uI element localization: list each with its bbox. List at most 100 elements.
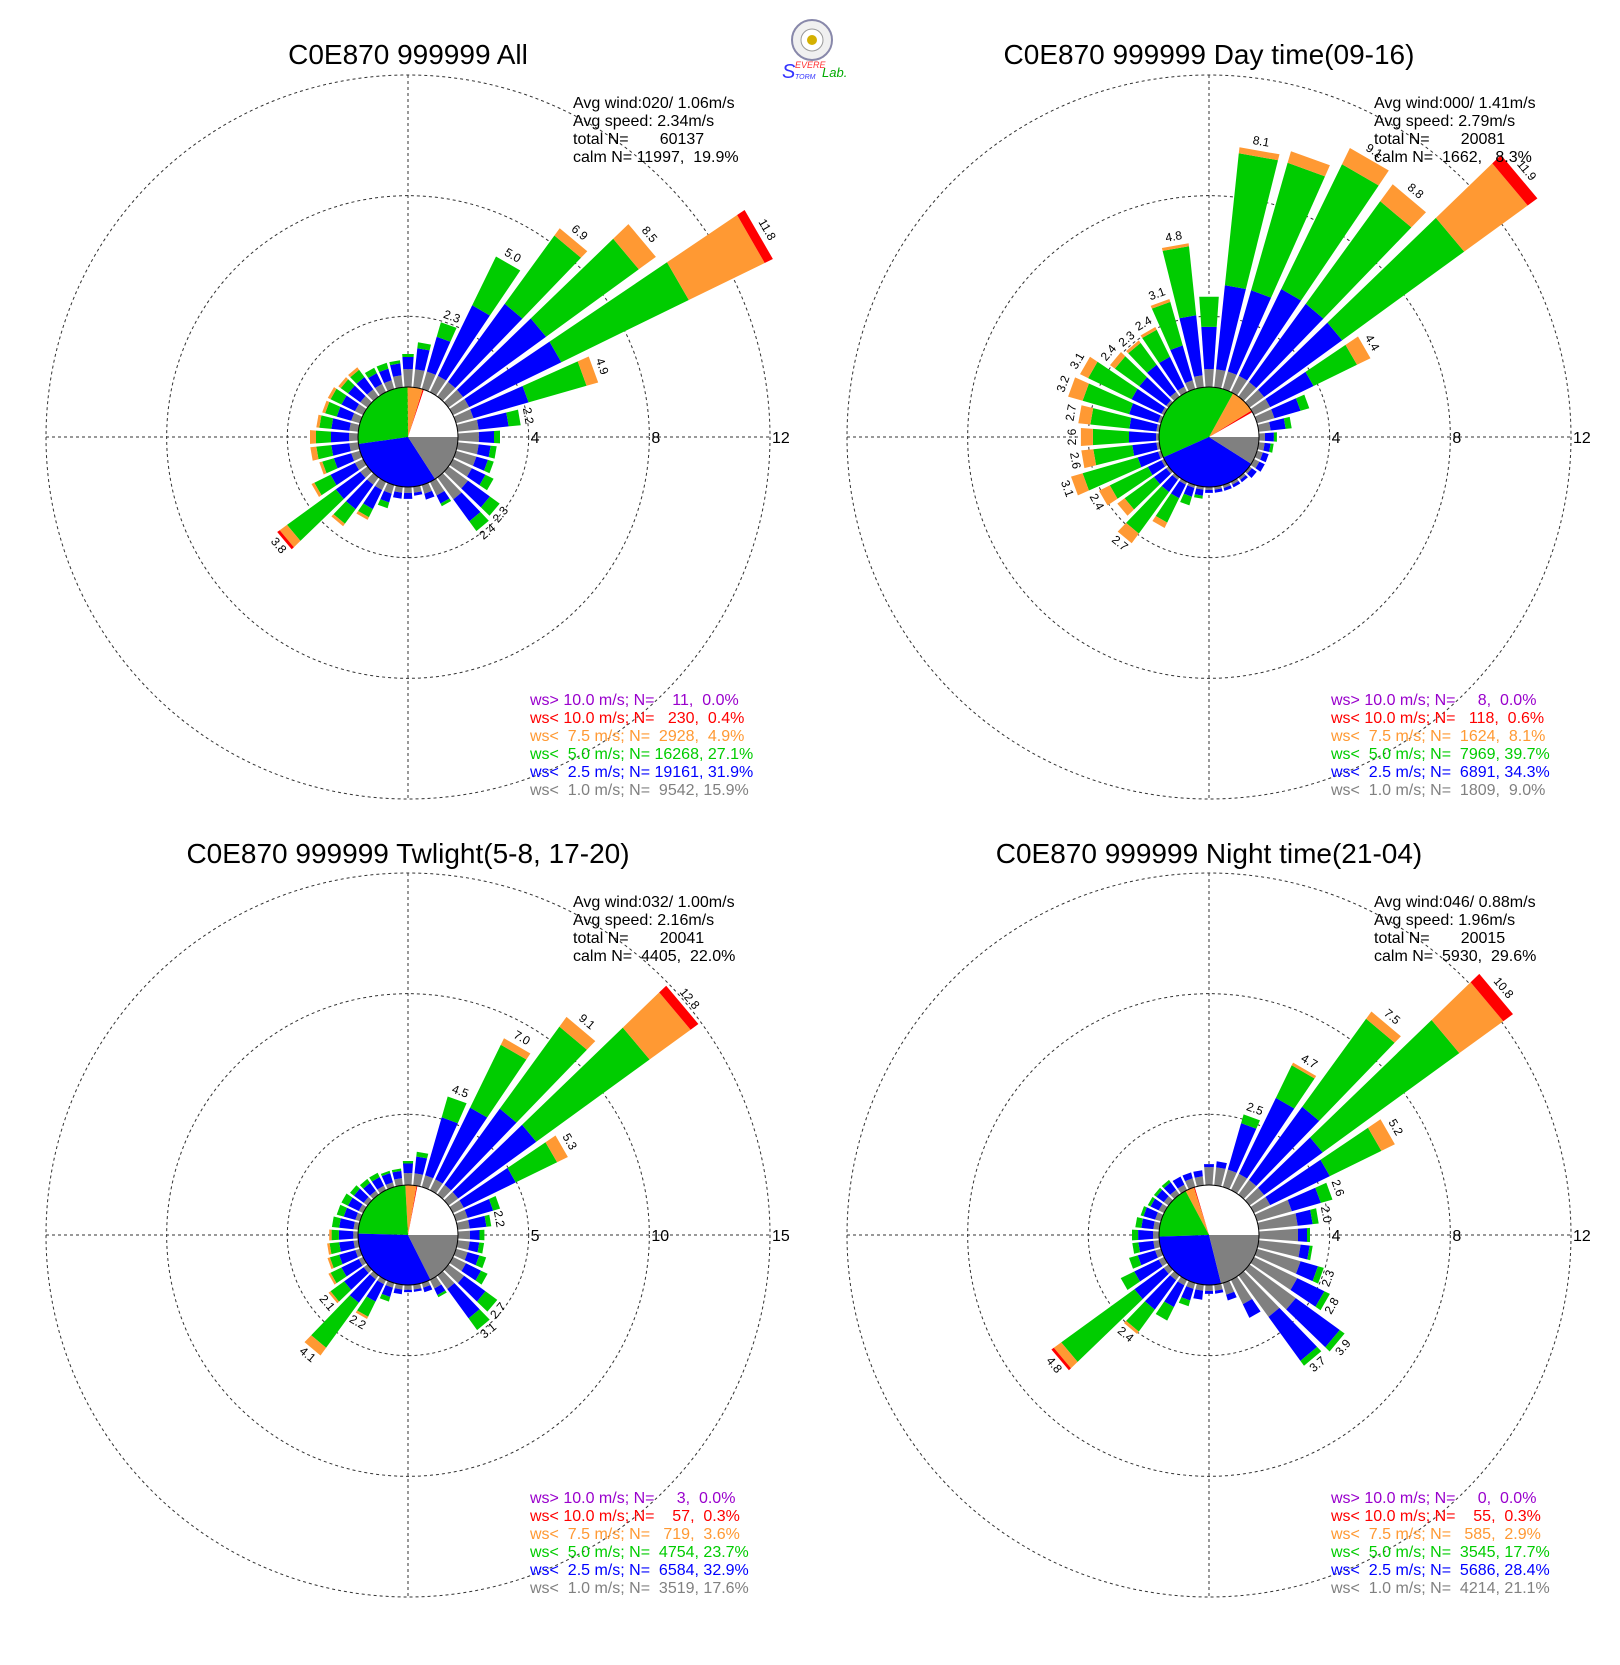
petal-80-lt5 (506, 409, 521, 427)
petal-330-lt2_5 (1172, 1176, 1185, 1189)
petal-100-lt1 (1257, 1240, 1301, 1258)
stat-line: calm N= 5930, 29.6% (1374, 948, 1536, 965)
petal-50-lt5 (1327, 217, 1465, 341)
petal-260-lt2_5 (339, 1240, 355, 1252)
petal-220-lt2_5 (349, 1274, 376, 1303)
stat-line: calm N= 1662, 8.3% (1374, 149, 1532, 166)
petal-20-lt5 (441, 1096, 467, 1124)
petal-340-lt2_5 (381, 1173, 393, 1185)
petal-150-lt2_5 (1232, 481, 1241, 488)
petal-label: 3.1 (1147, 284, 1168, 303)
petal-30-lt7_5 (500, 1038, 531, 1060)
petal-30-lt7_5 (1342, 148, 1389, 186)
petal-320-lt7_5 (1126, 340, 1141, 354)
petal-290-lt1 (351, 413, 363, 424)
petal-280-lt2_5 (1129, 417, 1158, 432)
pie-slice-lt5 (1159, 387, 1234, 458)
petal-240-lt1 (358, 1256, 367, 1266)
petal-0-lt5 (402, 354, 414, 357)
ring-label: 12 (1573, 430, 1591, 447)
petal-100-lt2_5 (468, 1241, 480, 1253)
pie-slice-lt1 (1209, 1235, 1259, 1284)
petal-200-lt2_5 (1183, 485, 1195, 497)
pie-slice-lt1 (1209, 437, 1259, 464)
petal-270-lt5 (1092, 428, 1129, 446)
petal-210-lt2_5 (366, 1280, 384, 1302)
logo: S EVERE TORM Lab. (782, 19, 847, 83)
petal-200-lt5 (377, 499, 390, 509)
petal-120-lt5 (475, 1270, 488, 1285)
petal-250-lt5 (329, 1254, 343, 1269)
legend-entry: ws> 10.0 m/s; N= 0, 0.0% (1330, 1490, 1536, 1507)
petal-220-lt5 (333, 501, 356, 524)
petal-300-lt1 (354, 404, 367, 416)
petal-100-lt5 (1307, 1245, 1313, 1261)
petal-300-lt2_5 (1131, 388, 1165, 414)
petal-280-lt5 (1135, 1217, 1143, 1228)
petal-320-lt1 (1170, 1189, 1180, 1199)
petal-60-lt7_5 (1368, 1119, 1395, 1151)
ring-label: 15 (772, 1228, 790, 1245)
petal-280-lt5 (1090, 408, 1132, 429)
petal-240-lt7_5 (328, 1272, 337, 1285)
petal-310-lt2_5 (353, 1188, 369, 1203)
petal-250-lt1 (1158, 450, 1164, 459)
petal-110-lt2_5 (1296, 1261, 1318, 1282)
petal-230-lt5 (287, 489, 344, 541)
petal-150-lt1 (1230, 1276, 1253, 1305)
petal-80-lt1 (456, 419, 479, 432)
legend-entry: ws< 2.5 m/s; N= 19161, 31.9% (529, 764, 753, 781)
petal-60-lt1 (449, 398, 470, 416)
petal-260-lt5 (1132, 1242, 1140, 1254)
pie-slice-lt7_5 (407, 386, 423, 437)
petal-280-lt2_5 (331, 418, 351, 431)
petal-30-lt7_5 (1291, 1062, 1317, 1079)
petal-100-lt5 (1269, 443, 1274, 453)
petal-260-lt2_5 (331, 443, 351, 456)
petal-10-lt2_5 (1216, 285, 1246, 371)
petal-30-lt5 (1275, 1065, 1315, 1109)
petal-30-lt2_5 (437, 305, 490, 381)
petal-340-lt1 (1185, 380, 1196, 392)
petal-170-lt2_5 (413, 491, 423, 496)
petal-330-lt2_5 (1159, 356, 1185, 391)
petal-320-lt2_5 (1163, 1182, 1177, 1195)
petal-230-lt7_5 (1053, 1342, 1078, 1369)
ring-label: 4 (1332, 1228, 1341, 1245)
petal-100-lt2_5 (477, 444, 491, 458)
petal-350-lt5 (1162, 246, 1197, 319)
logo-text-lab: Lab. (822, 65, 847, 80)
ring-label: 12 (772, 430, 790, 447)
petal-30-lt1 (1230, 1173, 1248, 1194)
petal-60-lt5 (549, 262, 689, 363)
petal-10-lt2_5 (415, 348, 430, 371)
petal-10-lt2_5 (414, 1156, 428, 1175)
petal-290-lt7_5 (322, 400, 330, 414)
petal-190-lt2_5 (1193, 1289, 1204, 1300)
petal-310-lt2_5 (1156, 1189, 1169, 1203)
pie-slice-lt1 (408, 437, 458, 479)
petal-150-lt5 (440, 498, 452, 507)
petal-50-lt2_5 (457, 318, 547, 397)
petal-120-lt1 (449, 1256, 466, 1272)
pie-slice-lt5 (358, 387, 408, 444)
stat-line: calm N= 11997, 19.9% (573, 149, 739, 166)
petal-110-lt1 (1254, 1248, 1301, 1274)
petal-70-lt2_5 (1271, 398, 1301, 419)
petal-20-lt2_5 (426, 336, 451, 375)
petal-170-lt1 (413, 485, 422, 493)
legend-entry: ws< 1.0 m/s; N= 1809, 9.0% (1330, 782, 1545, 799)
petal-210-lt7_5 (356, 511, 369, 520)
petal-210-lt2_5 (1164, 1281, 1185, 1308)
petal-30-lt5 (470, 1044, 527, 1118)
petal-70-lt2_5 (464, 1199, 494, 1218)
stat-line: total N= 60137 (573, 131, 704, 148)
petal-10-lt2_5 (1216, 1161, 1227, 1169)
petal-30-lt2_5 (1238, 1097, 1295, 1179)
petal-190-lt1 (1195, 1283, 1204, 1291)
petal-310-lt1 (363, 1196, 372, 1206)
petal-290-lt7_5 (1068, 377, 1089, 401)
pie-slice-lt10 (408, 1185, 418, 1235)
petal-250-lt2_5 (339, 1250, 358, 1265)
petal-140-lt1 (1238, 1271, 1280, 1317)
